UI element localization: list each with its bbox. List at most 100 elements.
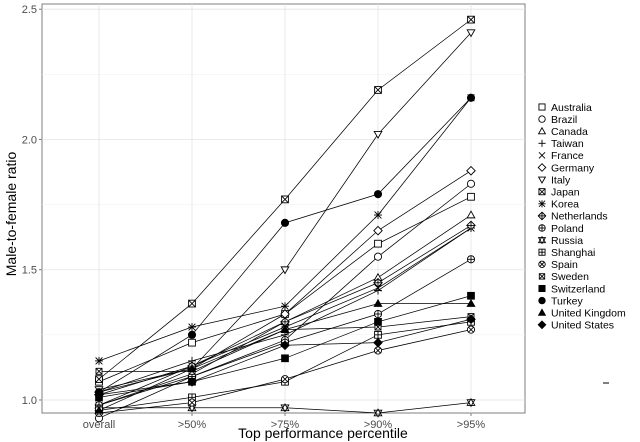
legend-label-united-kingdom: United Kingdom <box>551 308 626 320</box>
x-tick-label: >90% <box>364 419 393 431</box>
marker-stroke <box>95 375 103 383</box>
marker-stroke <box>538 188 546 196</box>
legend-item-shanghai: Shanghai <box>538 247 595 259</box>
legend-label-spain: Spain <box>551 259 578 271</box>
marker-circle <box>373 190 383 199</box>
marker-square <box>538 284 546 293</box>
legend-item-france: France <box>538 150 584 162</box>
legend-marker-korea <box>538 200 546 208</box>
marker-square <box>374 239 382 248</box>
data-point-netherlands <box>373 277 383 288</box>
data-point-poland <box>373 309 383 319</box>
data-point-russia <box>466 397 476 408</box>
data-point-spain <box>466 325 476 334</box>
marker-diamond <box>537 163 547 172</box>
marker-square <box>188 338 196 347</box>
legend-item-brazil: Brazil <box>538 114 577 126</box>
marker-stroke <box>467 15 475 24</box>
data-point-united-states <box>187 376 197 387</box>
legend-label-turkey: Turkey <box>551 295 583 307</box>
data-point-canada <box>466 210 476 219</box>
legend-label-italy: Italy <box>551 174 571 186</box>
data-point-germany <box>373 225 383 236</box>
legend-marker-united-states <box>537 320 547 330</box>
marker-stroke <box>538 273 546 280</box>
x-axis-title: Top performance percentile <box>238 425 408 441</box>
legend-item-netherlands: Netherlands <box>537 211 608 223</box>
marker-diamond <box>373 337 383 348</box>
legend-label-canada: Canada <box>551 126 588 138</box>
data-point-australia <box>374 239 382 248</box>
marker-stroke <box>539 261 545 267</box>
legend-marker-united-kingdom <box>537 308 547 316</box>
marker-diamond <box>466 165 476 176</box>
marker-stroke <box>538 152 546 159</box>
marker-stroke <box>281 195 289 204</box>
data-point-switzerland <box>467 291 475 300</box>
marker-stroke <box>188 299 196 308</box>
marker-triangle <box>280 266 290 275</box>
data-point-italy <box>280 266 290 275</box>
legend-item-turkey: Turkey <box>538 295 583 307</box>
marker-stroke <box>282 376 288 383</box>
data-point-italy <box>373 130 383 139</box>
marker-square <box>538 103 546 111</box>
legend-marker-taiwan <box>538 139 546 147</box>
marker-stroke <box>374 86 382 94</box>
data-point-turkey <box>280 218 290 227</box>
data-point-turkey <box>373 190 383 199</box>
marker-triangle <box>537 308 547 316</box>
legend-label-switzerland: Switzerland <box>551 283 605 295</box>
data-point-russia <box>280 403 290 413</box>
marker-triangle <box>466 29 476 38</box>
x-tick-label: >75% <box>271 419 300 431</box>
data-point-korea <box>188 323 196 332</box>
legend-label-russia: Russia <box>551 235 583 247</box>
legend-label-france: France <box>551 150 584 162</box>
legend-label-united-states: United States <box>551 320 614 332</box>
data-point-brazil <box>466 179 476 188</box>
legend-label-netherlands: Netherlands <box>551 211 608 223</box>
legend-label-sweden: Sweden <box>551 271 589 283</box>
data-point-united-states <box>373 337 383 348</box>
marker-circle <box>538 115 546 123</box>
marker-circle <box>187 330 197 339</box>
data-point-sweden <box>95 367 103 375</box>
legend-marker-shanghai <box>538 248 546 256</box>
legend-item-australia: Australia <box>538 102 592 114</box>
legend-marker-brazil <box>538 115 546 123</box>
data-point-switzerland <box>374 317 382 326</box>
legend-item-taiwan: Taiwan <box>538 138 584 150</box>
y-tick-label: 1.0 <box>22 395 37 407</box>
marker-triangle <box>537 237 547 245</box>
marker-stroke <box>95 368 103 375</box>
marker-circle <box>373 252 383 261</box>
legend-item-russia: Russia <box>537 235 583 247</box>
legend-marker-poland <box>538 224 546 232</box>
marker-triangle <box>373 130 383 139</box>
marker-stroke <box>281 302 289 310</box>
marker-diamond <box>187 376 197 387</box>
legend-label-australia: Australia <box>551 102 592 114</box>
marker-circle <box>538 296 546 305</box>
y-axis-title: Male-to-female ratio <box>3 152 19 277</box>
data-point-australia <box>467 192 475 201</box>
data-point-united-kingdom <box>280 324 290 333</box>
marker-stroke <box>374 284 382 292</box>
marker-stroke <box>468 326 474 333</box>
legend-marker-italy <box>537 176 547 184</box>
legend-marker-france <box>538 152 546 159</box>
data-point-germany <box>466 165 476 176</box>
x-tick-label: >95% <box>457 419 486 431</box>
legend-marker-russia <box>537 235 547 245</box>
marker-triangle <box>187 364 197 373</box>
marker-triangle <box>373 298 383 307</box>
marker-stroke <box>188 323 196 331</box>
legend-label-poland: Poland <box>551 223 584 235</box>
data-point-united-kingdom <box>466 298 476 307</box>
data-point-united-states <box>280 340 290 351</box>
legend-marker-germany <box>537 163 547 172</box>
legend-item-canada: Canada <box>537 126 588 138</box>
legend-marker-netherlands <box>537 211 547 221</box>
